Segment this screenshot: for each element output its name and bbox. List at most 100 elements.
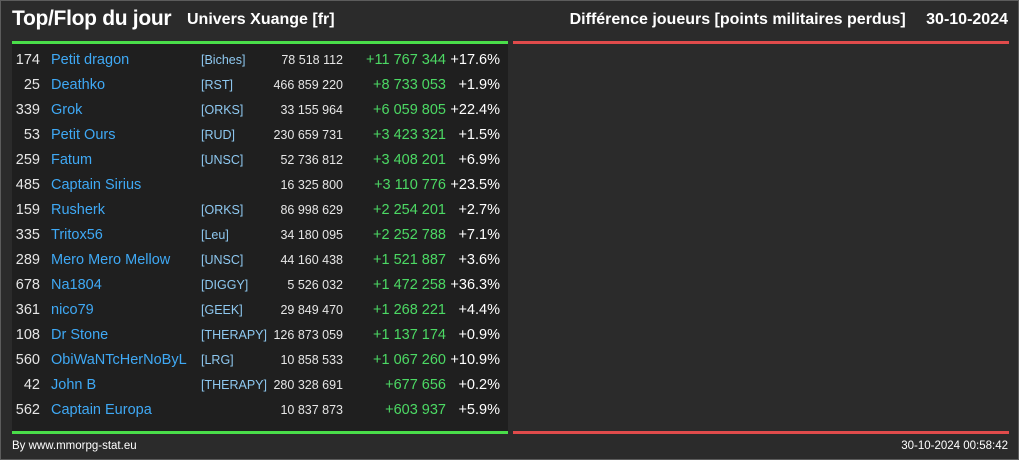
alliance-tag-link[interactable]: [ORKS] (201, 103, 244, 117)
metric-label: Différence joueurs [points militaires pe… (569, 11, 906, 28)
player-rank: 174 (15, 52, 40, 68)
player-rank: 289 (15, 252, 40, 268)
table-row: 361 nico79 [GEEK] 29 849 470 +1 268 221 +4.4% (12, 298, 508, 323)
table-row: 25 Deathko [RST] 466 859 220 +8 733 053 +1.9% (12, 73, 508, 98)
points-difference: +1 067 260 (373, 352, 446, 368)
percent-change: +3.6% (458, 252, 500, 268)
percent-change: +0.2% (458, 377, 500, 393)
percent-change: +6.9% (458, 152, 500, 168)
table-row: 289 Mero Mero Mellow [UNSC] 44 160 438 +1 52… (12, 248, 508, 273)
player-name-link[interactable]: Tritox56 (51, 227, 103, 243)
player-rank: 560 (15, 352, 40, 368)
alliance-tag-link[interactable]: [DIGGY] (201, 278, 249, 292)
points-difference: +603 937 (385, 402, 446, 418)
date-label: 30-10-2024 (926, 11, 1008, 28)
points-difference: +8 733 053 (373, 77, 446, 93)
universe-label: Univers Xuange [fr] (187, 11, 335, 28)
points-difference: +2 252 788 (373, 227, 446, 243)
player-points: 86 998 629 (280, 203, 343, 217)
alliance-tag-link[interactable]: [LRG] (201, 353, 234, 367)
table-row: 485 Captain Sirius 16 325 800 +3 110 776 +23… (12, 173, 508, 198)
points-difference: +6 059 805 (373, 102, 446, 118)
player-rank: 159 (15, 202, 40, 218)
player-rank: 53 (23, 127, 40, 143)
player-name-link[interactable]: Fatum (51, 152, 93, 168)
alliance-tag-link[interactable]: [RUD] (201, 128, 236, 142)
player-name-link[interactable]: Captain Sirius (51, 177, 142, 193)
player-name-link[interactable]: Petit dragon (51, 52, 130, 68)
player-points: 33 155 964 (280, 103, 343, 117)
percent-change: +2.7% (458, 202, 500, 218)
table-row: 174 Petit dragon [Biches] 78 518 112 +11 767… (12, 48, 508, 73)
footer: By www.mmorpg-stat.eu 30-10-2024 00:58:4… (1, 435, 1018, 459)
table-row: 560 ObiWaNTcHerNoByL [LRG] 10 858 533 +1 067… (12, 348, 508, 373)
page-title: Top/Flop du jour (12, 7, 172, 30)
player-name-link[interactable]: Dr Stone (51, 327, 109, 343)
percent-change: +22.4% (450, 102, 500, 118)
player-points: 52 736 812 (280, 153, 343, 167)
player-points: 16 325 800 (280, 178, 343, 192)
player-rank: 25 (23, 77, 40, 93)
player-points: 44 160 438 (280, 253, 343, 267)
percent-change: +17.6% (450, 52, 500, 68)
percent-change: +0.9% (458, 327, 500, 343)
flop-list (513, 44, 1009, 431)
player-name-link[interactable]: Rusherk (51, 202, 105, 218)
alliance-tag-link[interactable]: [Leu] (201, 228, 229, 242)
points-difference: +3 423 321 (373, 127, 446, 143)
player-rank: 42 (23, 377, 40, 393)
points-difference: +1 521 887 (373, 252, 446, 268)
player-points: 10 837 873 (280, 403, 343, 417)
top-divider (12, 41, 508, 44)
player-points: 10 858 533 (280, 353, 343, 367)
timestamp: 30-10-2024 00:58:42 (901, 440, 1008, 452)
table-row: 259 Fatum [UNSC] 52 736 812 +3 408 201 +6.9% (12, 148, 508, 173)
player-name-link[interactable]: Deathko (51, 77, 106, 93)
alliance-tag-link[interactable]: [THERAPY] (201, 378, 267, 392)
percent-change: +23.5% (450, 177, 500, 193)
alliance-tag-link[interactable]: [UNSC] (201, 253, 244, 267)
alliance-tag-link[interactable]: [THERAPY] (201, 328, 267, 342)
table-row: 562 Captain Europa 10 837 873 +603 937 +5.9% (12, 398, 508, 423)
player-points: 34 180 095 (280, 228, 343, 242)
alliance-tag-link[interactable]: [RST] (201, 78, 233, 92)
percent-change: +10.9% (450, 352, 500, 368)
points-difference: +1 268 221 (373, 302, 446, 318)
player-name-link[interactable]: Na1804 (51, 277, 102, 293)
player-name-link[interactable]: Petit Ours (51, 127, 116, 143)
player-rank: 335 (15, 227, 40, 243)
credit-link[interactable]: By www.mmorpg-stat.eu (12, 440, 137, 452)
top-bottom-divider (12, 431, 508, 434)
alliance-tag-link[interactable]: [Biches] (201, 53, 246, 67)
alliance-tag-link[interactable]: [GEEK] (201, 303, 243, 317)
player-rank: 562 (15, 402, 40, 418)
player-name-link[interactable]: ObiWaNTcHerNoByL (51, 352, 187, 368)
alliance-tag-link[interactable]: [ORKS] (201, 203, 244, 217)
player-points: 230 659 731 (273, 128, 343, 142)
player-name-link[interactable]: Captain Europa (51, 402, 152, 418)
percent-change: +1.9% (458, 77, 500, 93)
player-name-link[interactable]: nico79 (51, 302, 94, 318)
points-difference: +1 137 174 (373, 327, 446, 343)
player-rank: 108 (15, 327, 40, 343)
table-row: 335 Tritox56 [Leu] 34 180 095 +2 252 788 +7.1… (12, 223, 508, 248)
table-row: 159 Rusherk [ORKS] 86 998 629 +2 254 201 +2.7… (12, 198, 508, 223)
player-rank: 485 (15, 177, 40, 193)
alliance-tag-link[interactable]: [UNSC] (201, 153, 244, 167)
points-difference: +2 254 201 (373, 202, 446, 218)
percent-change: +36.3% (450, 277, 500, 293)
player-name-link[interactable]: Grok (51, 102, 83, 118)
percent-change: +7.1% (458, 227, 500, 243)
player-name-link[interactable]: Mero Mero Mellow (51, 252, 171, 268)
points-difference: +11 767 344 (366, 52, 446, 68)
percent-change: +4.4% (458, 302, 500, 318)
table-row: 678 Na1804 [DIGGY] 5 526 032 +1 472 258 +36.3… (12, 273, 508, 298)
header: Top/Flop du jour Univers Xuange [fr] Dif… (1, 1, 1018, 41)
player-points: 29 849 470 (280, 303, 343, 317)
player-rank: 678 (15, 277, 40, 293)
player-points: 5 526 032 (287, 278, 343, 292)
table-row: 42 John B [THERAPY] 280 328 691 +677 656 +0.2… (12, 373, 508, 398)
player-name-link[interactable]: John B (51, 377, 97, 393)
top-list: 174 Petit dragon [Biches] 78 518 112 +11 767… (12, 44, 508, 431)
